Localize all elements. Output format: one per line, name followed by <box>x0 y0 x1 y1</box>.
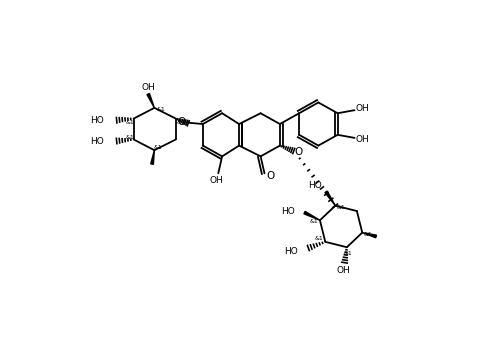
Text: OH: OH <box>141 83 155 92</box>
Polygon shape <box>151 150 155 164</box>
Text: HO: HO <box>308 181 321 190</box>
Text: &1: &1 <box>125 120 134 125</box>
Text: OH: OH <box>355 135 369 144</box>
Text: &1: &1 <box>156 107 165 112</box>
Text: O: O <box>177 118 186 127</box>
Text: &1: &1 <box>310 219 318 224</box>
Text: &1: &1 <box>364 232 373 237</box>
Text: OH: OH <box>336 266 350 275</box>
Text: &1: &1 <box>344 251 353 256</box>
Polygon shape <box>325 191 335 206</box>
Text: &1: &1 <box>125 135 134 139</box>
Text: &1: &1 <box>177 120 186 125</box>
Text: &1: &1 <box>315 236 324 241</box>
Text: O: O <box>266 171 275 181</box>
Text: O: O <box>294 147 302 157</box>
Polygon shape <box>362 232 377 238</box>
Text: OH: OH <box>355 104 369 113</box>
Text: &1: &1 <box>154 145 163 150</box>
Text: HO: HO <box>284 247 297 256</box>
Polygon shape <box>147 93 155 108</box>
Text: HO: HO <box>90 137 104 146</box>
Polygon shape <box>304 211 320 220</box>
Text: OH: OH <box>210 176 224 185</box>
Text: HO: HO <box>281 206 295 215</box>
Text: &1: &1 <box>337 205 346 210</box>
Text: HO: HO <box>90 117 104 126</box>
